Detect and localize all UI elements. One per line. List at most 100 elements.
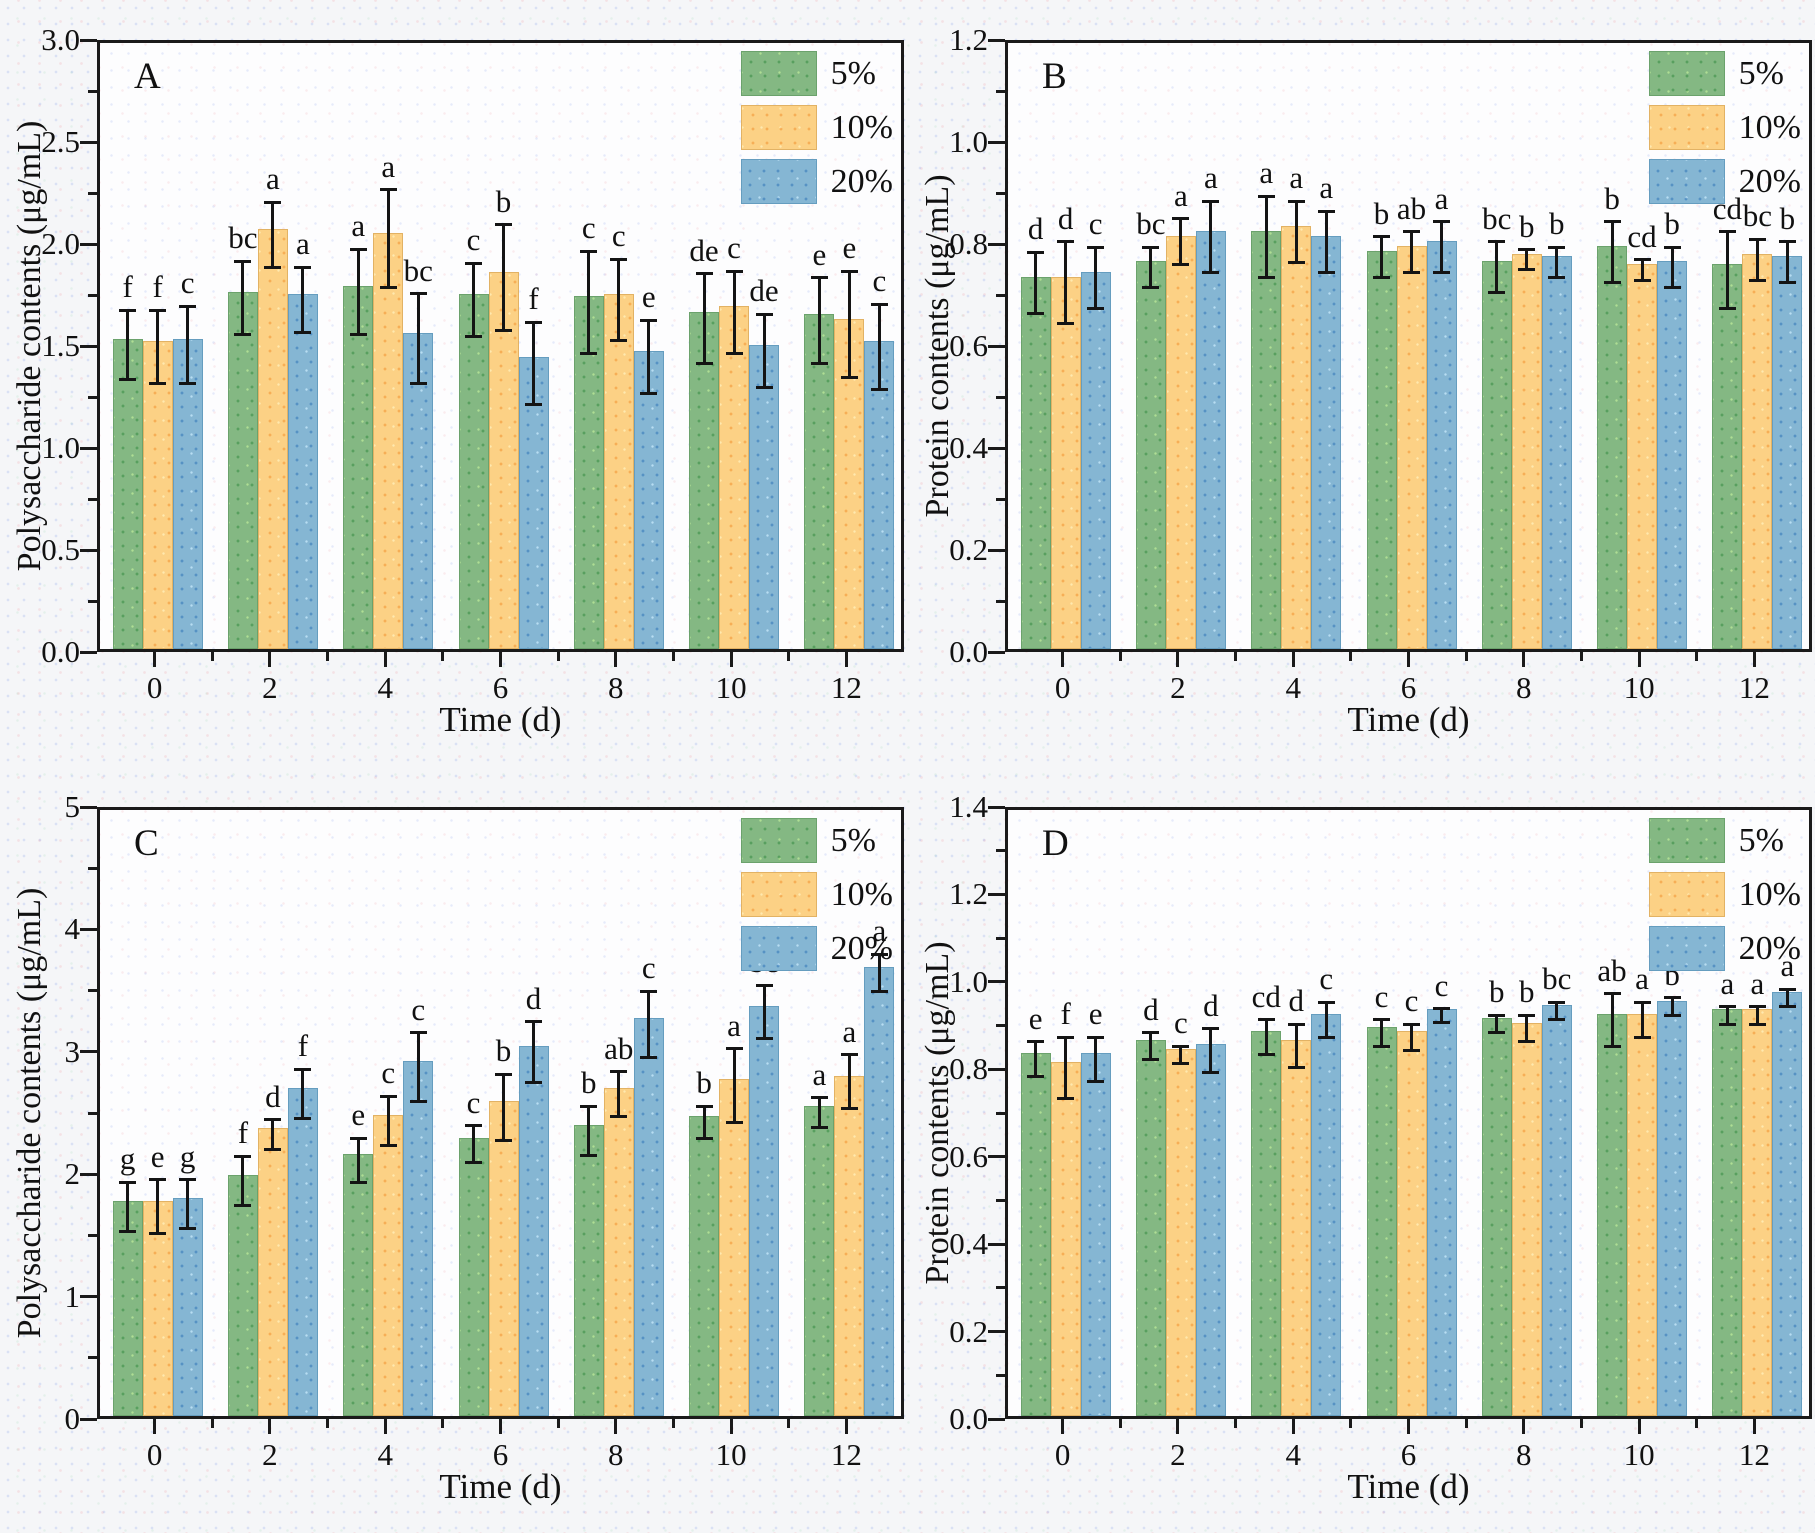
error-bar-cap-top <box>840 269 858 273</box>
bar-5%-day10 <box>689 312 720 649</box>
bar-5%-day10 <box>689 1116 720 1416</box>
significance-letter: ab <box>1396 190 1427 226</box>
y-tick-label: 0.2 <box>949 1313 988 1349</box>
significance-letter: b <box>696 1065 712 1101</box>
bar-20%-day8 <box>633 351 664 649</box>
y-tick-label: 2.0 <box>41 226 80 261</box>
bar-5%-day0 <box>1020 276 1051 649</box>
error-bar-line <box>1640 1002 1644 1038</box>
legend-item: 20% <box>1648 159 1801 204</box>
error-bar-cap-top <box>1403 1022 1420 1026</box>
y-major-tick <box>80 927 97 931</box>
y-major-tick <box>80 1295 97 1299</box>
error-bar-cap-bottom <box>1748 278 1766 282</box>
y-minor-tick <box>996 599 1005 603</box>
bar-10%-day0 <box>142 1200 173 1416</box>
bar-5%-day12 <box>804 1106 835 1416</box>
x-major-tick <box>268 1419 272 1434</box>
error-bar-cap-top <box>1172 217 1190 221</box>
error-bar-cap-top <box>580 1104 598 1108</box>
error-bar-line <box>1264 1019 1268 1055</box>
significance-letter: f <box>528 281 539 317</box>
significance-letter: cd <box>1251 978 1281 1014</box>
x-tick-label: 12 <box>1738 1437 1770 1472</box>
bar-20%-day0 <box>172 1198 203 1416</box>
error-bar-cap-bottom <box>1317 1035 1335 1039</box>
error-bar-cap-top <box>1172 1044 1190 1048</box>
error-bar-line <box>587 251 591 354</box>
error-bar-cap-bottom <box>349 333 367 337</box>
error-bar-cap-top <box>525 320 542 324</box>
bar-10%-day0 <box>1050 1061 1081 1416</box>
significance-letter: c <box>381 1055 396 1091</box>
y-minor-tick <box>996 849 1005 853</box>
y-axis-title: Polysaccharide contents (μg/mL) <box>11 887 48 1339</box>
significance-letter: a <box>727 1007 741 1043</box>
error-bar-cap-top <box>1142 245 1160 249</box>
error-bar-line <box>301 1069 305 1119</box>
y-minor-tick <box>996 89 1005 93</box>
bar-20%-day10 <box>1657 261 1688 649</box>
bar-20%-day12 <box>1772 991 1803 1416</box>
error-bar-cap-top <box>409 1031 427 1035</box>
legend-label: 20% <box>1738 163 1801 200</box>
error-bar-line <box>1785 241 1789 283</box>
error-bar-cap-top <box>755 983 773 987</box>
error-bar-cap-bottom <box>179 1227 197 1231</box>
x-major-tick <box>614 652 618 667</box>
panel-a: Polysaccharide contents (μg/mL) A 5% 10% 2… <box>0 0 907 766</box>
significance-letter: d <box>525 980 542 1016</box>
error-bar-cap-top <box>119 308 137 312</box>
legend-item: 5% <box>740 51 893 96</box>
error-bar-cap-bottom <box>1172 1062 1190 1066</box>
significance-letter: de <box>689 232 719 268</box>
x-tick-label: 4 <box>377 1437 393 1472</box>
error-bar-line <box>1495 241 1499 293</box>
bar-10%-day8 <box>1511 253 1542 649</box>
error-bar-cap-bottom <box>1778 281 1796 285</box>
error-bar-cap-top <box>465 261 482 265</box>
legend: 5% 10% 20% <box>1648 818 1801 980</box>
error-bar-line <box>126 310 130 380</box>
error-bar-cap-bottom <box>1403 1048 1420 1052</box>
x-tick-label: 12 <box>830 1437 862 1472</box>
error-bar-line <box>1525 249 1529 270</box>
significance-letter: e <box>150 1138 165 1174</box>
error-bar-cap-bottom <box>264 1147 282 1151</box>
error-bar-line <box>617 259 621 341</box>
error-bar-cap-top <box>755 312 773 316</box>
error-bar-line <box>416 293 420 384</box>
x-major-tick <box>153 652 157 667</box>
error-bar-cap-bottom <box>1172 263 1190 267</box>
error-bar-cap-top <box>1518 248 1536 252</box>
error-bar-line <box>1410 231 1413 273</box>
x-minor-tick <box>671 1419 675 1428</box>
x-tick-label: 12 <box>830 670 862 705</box>
y-major-tick <box>80 140 97 144</box>
error-bar-cap-top <box>1257 194 1275 198</box>
error-bar-line <box>386 1096 390 1146</box>
legend-label: 20% <box>1738 930 1801 967</box>
error-bar-cap-bottom <box>1488 291 1506 295</box>
y-minor-tick <box>996 293 1005 297</box>
error-bar-cap-top <box>1633 258 1651 262</box>
error-bar-line <box>356 1138 360 1183</box>
y-tick-label: 1.2 <box>949 876 988 912</box>
significance-letter: a <box>1259 155 1274 190</box>
error-bar-cap-top <box>1287 199 1305 203</box>
error-bar-line <box>532 1021 535 1083</box>
bar-10%-day6 <box>1396 246 1427 649</box>
error-bar-cap-bottom <box>610 339 628 343</box>
x-tick-label: 6 <box>1400 670 1417 705</box>
error-bar-line <box>416 1032 420 1102</box>
error-bar-line <box>1034 1041 1038 1077</box>
significance-letter: a <box>842 1013 857 1049</box>
y-tick-label: 0.4 <box>949 1226 988 1262</box>
error-bar-cap-top <box>1027 1040 1045 1044</box>
significance-letter: b <box>1519 208 1535 244</box>
error-bar-cap-top <box>525 1020 542 1024</box>
bar-10%-day12 <box>1742 253 1773 649</box>
panel-b: Protein contents (μg/mL) B 5% 10% 20% d bc a… <box>908 0 1815 766</box>
y-minor-tick <box>996 1198 1005 1202</box>
